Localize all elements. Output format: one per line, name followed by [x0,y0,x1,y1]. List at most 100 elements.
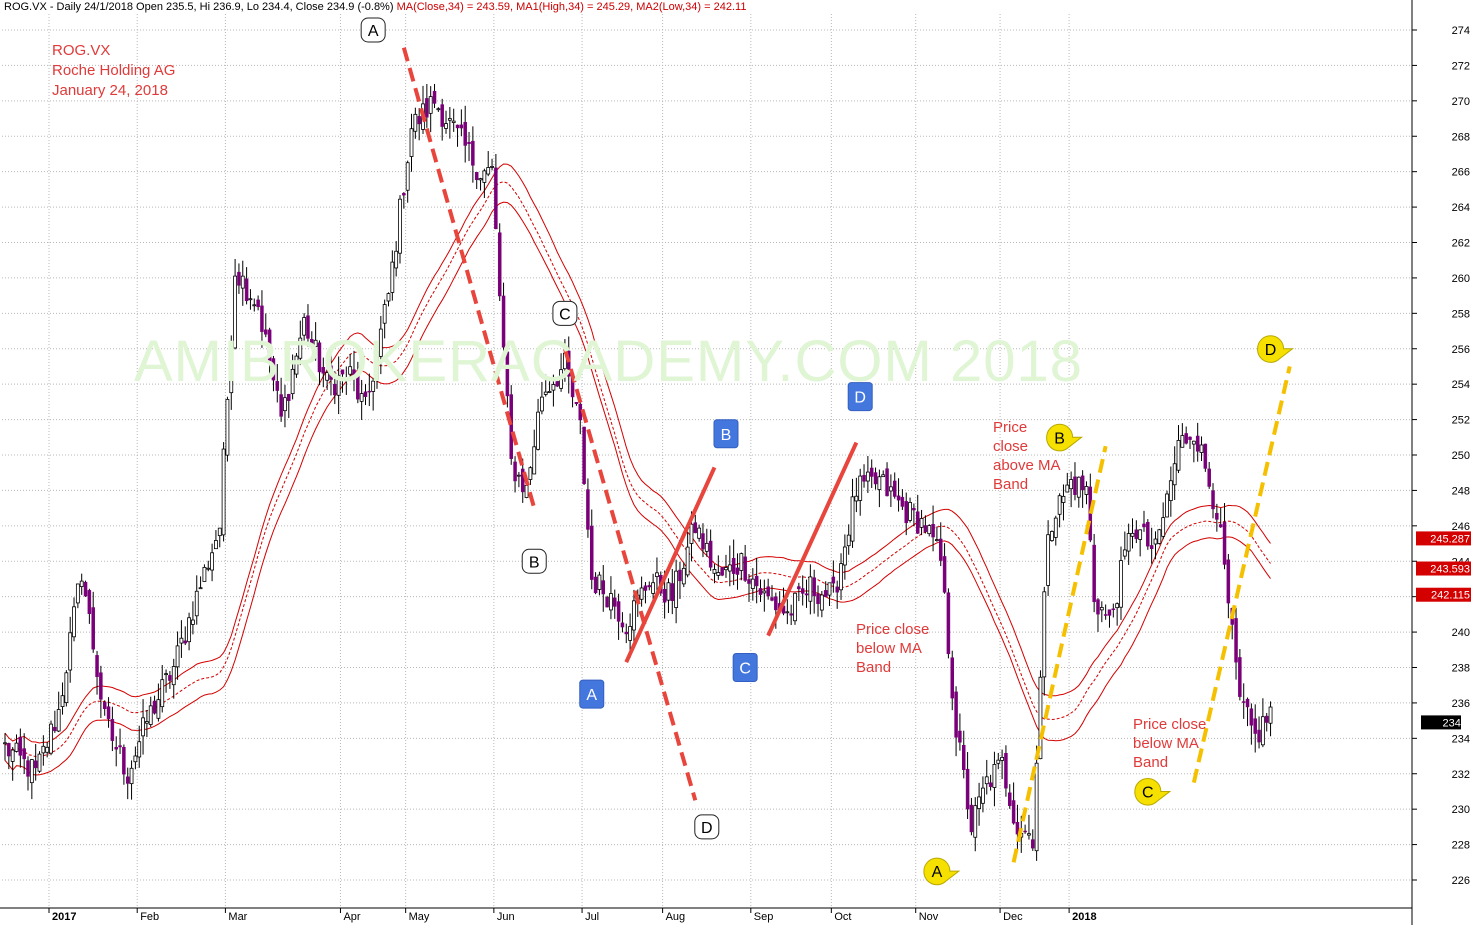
candle-body [528,467,533,480]
x-tick-label: Sep [754,911,774,923]
candle-body [313,339,318,348]
candle-body [743,556,747,581]
candle-body [474,171,479,181]
trend-line [1011,445,1108,863]
candle-body [417,116,421,125]
candle-body [513,461,517,482]
candle-body [425,98,429,118]
candle-body [1004,752,1008,789]
candle-body [1130,532,1135,537]
candle-body [275,381,280,391]
candle-body [41,745,46,754]
annotation-price-below-band-1: Price close below MA Band [856,621,930,676]
candle-body [1027,833,1031,836]
y-tick-label: 274 [1452,25,1470,37]
candle-body [302,317,307,336]
candle-body [593,576,598,594]
wave-label-box [521,548,547,574]
candle-body [927,525,932,535]
y-tick-label: 234 [1452,733,1470,745]
trend-lines [401,47,1292,863]
candle-body [1057,495,1062,515]
candle-body [720,567,724,576]
y-tick-label: 272 [1452,60,1470,72]
candle-body [1050,531,1054,541]
candle-body [712,569,717,574]
candle-body [1168,480,1173,501]
candle-body [333,383,337,396]
candle-body [1245,698,1250,708]
candle-body [1207,468,1211,487]
wave-label-text: B [721,427,732,444]
candle-body [501,295,506,348]
x-tick-label: Oct [834,911,851,923]
wave-label-box [847,382,873,412]
wave-label-yellow-a: A [923,857,961,886]
candle-body [1122,549,1127,557]
chart-date: January 24, 2018 [52,82,168,99]
candle-body [1092,544,1096,603]
trend-line [562,348,698,801]
y-tick-label: 248 [1452,485,1470,497]
candle-body [655,572,659,577]
candle-body [467,141,471,145]
candle-body [747,579,751,584]
candle-body [823,590,828,597]
y-tick-label: 246 [1452,521,1470,533]
candle-body [371,380,376,392]
candle-body [156,699,161,719]
candle-body [164,673,168,676]
candle-body [447,118,452,121]
candle-body [509,394,513,459]
price-tag-box [1416,531,1471,546]
candle-body [566,350,571,377]
candle-body [1076,476,1081,498]
candle-body [148,705,153,725]
candle-body [1157,529,1162,544]
y-tick-label: 264 [1452,202,1470,214]
candle-body [29,759,34,784]
candle-body [770,597,774,601]
candle-body [267,329,272,363]
candle-body [33,760,38,769]
candle-body [962,744,966,770]
candle-body [1146,521,1150,547]
wave-label-text: C [739,661,751,678]
y-tick-label: 228 [1452,840,1470,852]
candle-body [348,366,353,375]
candle-body [144,721,149,724]
candle-body [1107,609,1112,616]
candle-body [56,709,61,732]
candle-body [110,719,115,741]
candle-body [1215,513,1219,520]
date-axis: 2017 Feb Mar Apr May Jun Jul Aug Sep Oct Nov Dec 201… [0,907,1412,923]
candle-body [678,569,682,582]
candle-body [774,596,778,611]
candle-body [233,275,238,349]
candle-body [1153,538,1158,545]
wave-label-yellow-d: D [1257,335,1295,363]
candle-body [1142,523,1146,528]
candle-body [904,501,908,524]
y-tick-label: 232 [1452,769,1470,781]
candle-body [954,691,958,738]
candle-body [685,546,690,576]
candle-body [1096,599,1100,615]
candle-body [547,390,552,393]
candle-body [950,657,954,699]
candle-body [582,426,586,484]
candle-body [102,701,107,710]
wave-label-text: D [1265,342,1277,359]
candle-body [214,540,218,550]
candle-body [981,787,985,804]
candle-body [283,397,287,412]
candle-body [83,581,88,597]
candle-body [482,170,487,183]
wave-label-text: C [1142,784,1154,801]
candle-body [632,600,636,631]
candle-body [1195,435,1200,452]
candle-body [1069,479,1074,490]
candle-body [1023,830,1027,833]
y-tick-label: 238 [1452,663,1470,675]
candle-body [168,675,172,681]
